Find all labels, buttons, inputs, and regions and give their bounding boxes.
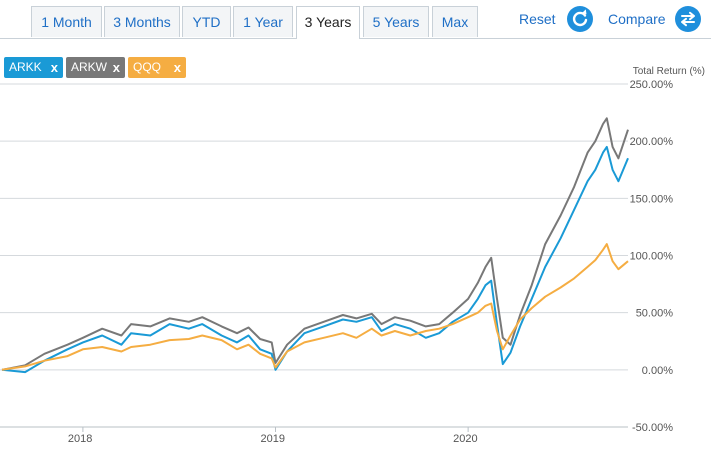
x-tick-label: 2018 bbox=[68, 433, 92, 445]
range-tab-bar: 1 Month 3 Months YTD 1 Year 3 Years 5 Ye… bbox=[0, 0, 711, 40]
tab-1-month[interactable]: 1 Month bbox=[31, 6, 102, 37]
legend-chip-arkw[interactable]: ARKW x bbox=[66, 57, 125, 78]
legend-label: ARKW bbox=[71, 60, 107, 74]
tab-ytd[interactable]: YTD bbox=[182, 6, 231, 37]
refresh-icon bbox=[572, 9, 588, 27]
series-line-qqq bbox=[1, 243, 629, 371]
legend-chip-arkk[interactable]: ARKK x bbox=[4, 57, 63, 78]
y-tick-label: 200.00% bbox=[630, 136, 674, 148]
y-axis-ticks: -50.00% 0.00% 50.00% 100.00% 150.00% 200.00% 2… bbox=[630, 79, 674, 434]
remove-series-icon[interactable]: x bbox=[112, 60, 120, 75]
reset-link[interactable]: Reset bbox=[519, 11, 556, 27]
swap-arrows-icon bbox=[681, 11, 695, 27]
y-tick-label: -50.00% bbox=[632, 422, 673, 434]
y-axis-title: Total Return (%) bbox=[632, 66, 705, 77]
compare-link[interactable]: Compare bbox=[608, 11, 666, 27]
series-line-arkw bbox=[1, 117, 629, 371]
compare-button[interactable] bbox=[675, 6, 701, 32]
legend-chip-qqq[interactable]: QQQ x bbox=[128, 57, 186, 78]
tab-3-months[interactable]: 3 Months bbox=[104, 6, 180, 37]
y-tick-label: 100.00% bbox=[630, 251, 674, 263]
y-tick-label: 150.00% bbox=[630, 193, 674, 205]
x-tick-label: 2019 bbox=[261, 433, 285, 445]
series-lines bbox=[1, 117, 629, 374]
remove-series-icon[interactable]: x bbox=[173, 60, 181, 75]
reset-button[interactable] bbox=[567, 6, 593, 32]
tab-1-year[interactable]: 1 Year bbox=[233, 6, 293, 37]
remove-series-icon[interactable]: x bbox=[50, 60, 58, 75]
y-tick-label: 250.00% bbox=[630, 79, 674, 91]
y-tick-label: 50.00% bbox=[636, 308, 674, 320]
legend-label: ARKK bbox=[9, 60, 42, 74]
tab-max[interactable]: Max bbox=[432, 6, 478, 37]
tab-3-years[interactable]: 3 Years bbox=[296, 6, 360, 39]
y-tick-label: 0.00% bbox=[642, 365, 673, 377]
series-line-arkk bbox=[1, 145, 629, 374]
x-tick-label: 2020 bbox=[453, 433, 477, 445]
legend-label: QQQ bbox=[133, 60, 162, 74]
x-axis-ticks: 2018 2019 2020 bbox=[68, 427, 478, 445]
grid-lines bbox=[0, 83, 628, 428]
tab-5-years[interactable]: 5 Years bbox=[363, 6, 429, 37]
